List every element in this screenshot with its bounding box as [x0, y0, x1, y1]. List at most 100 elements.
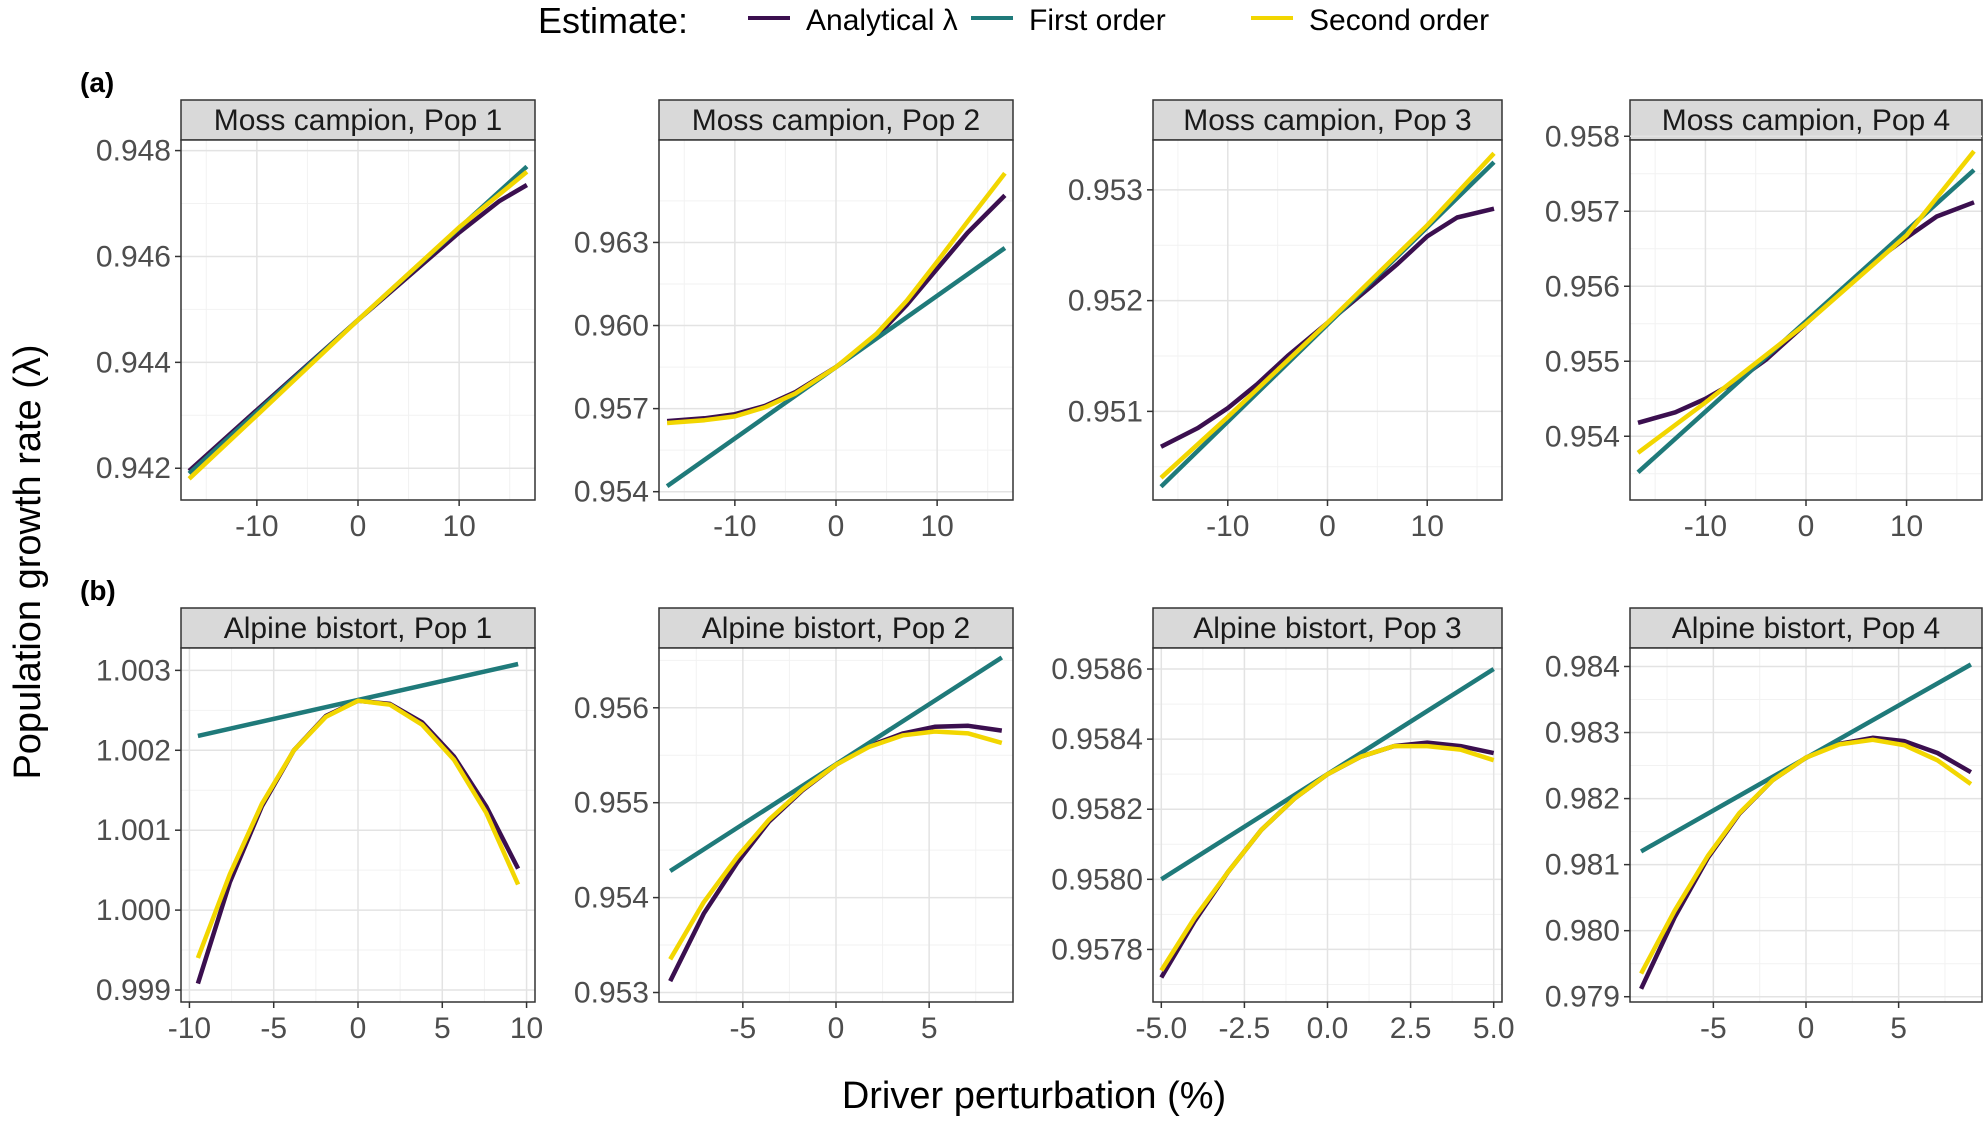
y-tick-label: 0.999: [96, 974, 171, 1007]
legend-label-first-order: First order: [1029, 4, 1166, 37]
x-tick-label: -10: [713, 510, 756, 543]
series-line-second-order: [1636, 149, 1976, 455]
x-axis-title: Driver perturbation (%): [842, 1075, 1226, 1117]
row-tag-b: (b): [80, 575, 116, 606]
y-tick-label: 0.9580: [1051, 863, 1143, 896]
y-tick-label: 0.957: [574, 393, 649, 426]
y-tick-label: 0.963: [574, 226, 649, 259]
strip-moss-campion-pop-2: [658, 99, 1014, 141]
x-tick-label: -5: [260, 1012, 287, 1045]
x-tick-label: 5: [1890, 1012, 1907, 1045]
panel-alpine-bistort-pop-1: Alpine bistort, Pop 1 -10 -5 0 5 10 0.999 1.000…: [96, 607, 543, 1045]
strip-label: Moss campion, Pop 1: [214, 104, 502, 137]
y-tick-label: 0.956: [1545, 270, 1620, 303]
series-line-second-order: [668, 729, 1003, 961]
strip-label: Alpine bistort, Pop 4: [1672, 612, 1941, 645]
y-tick-label: 0.951: [1068, 395, 1143, 428]
strip-label: Alpine bistort, Pop 1: [224, 612, 493, 645]
y-tick-label: 0.944: [96, 346, 171, 379]
y-tick-label: 1.002: [96, 734, 171, 767]
x-tick-label: -2.5: [1219, 1012, 1271, 1045]
x-tick-label: -5: [729, 1012, 756, 1045]
y-tick-label: 0.954: [574, 882, 649, 915]
x-tick-label: -10: [168, 1012, 211, 1045]
y-tick-label: 1.003: [96, 654, 171, 687]
y-tick-label: 0.957: [1545, 195, 1620, 228]
x-tick-label: -5.0: [1135, 1012, 1187, 1045]
row-tag-a: (a): [80, 67, 114, 98]
y-tick-label: 0.955: [574, 787, 649, 820]
y-tick-label: 0.954: [574, 476, 649, 509]
strip-moss-campion-pop-3: [1152, 99, 1503, 141]
x-tick-label: 0: [350, 1012, 367, 1045]
x-tick-label: 10: [510, 1012, 543, 1045]
strip-label: Moss campion, Pop 2: [692, 104, 980, 137]
x-tick-label: 10: [920, 510, 953, 543]
y-tick-label: 0.956: [574, 692, 649, 725]
series-line-second-order: [666, 171, 1007, 426]
series-line-second-order: [195, 698, 521, 959]
x-tick-label: 5: [921, 1012, 938, 1045]
strip-label: Alpine bistort, Pop 3: [1193, 612, 1462, 645]
y-tick-label: 0.958: [1545, 120, 1620, 153]
y-tick-label: 0.953: [574, 977, 649, 1010]
x-tick-label: -10: [1684, 510, 1727, 543]
strip-alpine-bistort-pop-2: [658, 607, 1014, 649]
series-line-second-order: [187, 170, 529, 481]
strip-alpine-bistort-pop-4: [1629, 607, 1983, 649]
y-tick-label: 1.001: [96, 814, 171, 847]
x-tick-label: 0.0: [1307, 1012, 1349, 1045]
strip-moss-campion-pop-4: [1629, 99, 1983, 141]
y-tick-label: 0.980: [1545, 915, 1620, 948]
y-tick-label: 0.983: [1545, 717, 1620, 750]
y-tick-label: 0.953: [1068, 174, 1143, 207]
x-tick-label: -10: [1206, 510, 1249, 543]
panel-alpine-bistort-pop-4: Alpine bistort, Pop 4 -5 0 5 0.979 0.980 0.981…: [1545, 607, 1983, 1045]
facet-panels: Moss campion, Pop 1 -10 0 10 0.942 0.944 0.946…: [96, 99, 1983, 1045]
y-tick-label: 0.9584: [1051, 723, 1143, 756]
panel-alpine-bistort-pop-2: Alpine bistort, Pop 2 -5 0 5 0.953 0.954 0.955…: [574, 607, 1014, 1045]
y-tick-label: 0.981: [1545, 849, 1620, 882]
y-tick-label: 0.952: [1068, 285, 1143, 318]
panel-moss-campion-pop-2: Moss campion, Pop 2 -10 0 10 0.954 0.957 0.960…: [574, 99, 1014, 543]
series-line-second-order: [1159, 743, 1495, 972]
legend-label-analytical: Analytical λ: [806, 4, 958, 37]
series-line-second-order: [1159, 151, 1496, 480]
x-tick-label: 0: [828, 510, 845, 543]
y-tick-label: 1.000: [96, 894, 171, 927]
x-tick-label: 0: [350, 510, 367, 543]
y-tick-label: 0.984: [1545, 650, 1620, 683]
y-tick-label: 0.960: [574, 310, 649, 343]
y-tick-label: 0.954: [1545, 420, 1620, 453]
strip-moss-campion-pop-1: [180, 99, 536, 141]
y-tick-label: 0.942: [96, 452, 171, 485]
panel-moss-campion-pop-4: Moss campion, Pop 4 -10 0 10 0.954 0.955 0.956…: [1545, 99, 1983, 543]
x-tick-label: -5: [1700, 1012, 1727, 1045]
y-tick-label: 0.946: [96, 240, 171, 273]
x-tick-label: -10: [235, 510, 278, 543]
x-tick-label: 10: [1890, 510, 1923, 543]
legend: Estimate: Analytical λ First order Secon…: [538, 0, 1489, 41]
y-tick-label: 0.982: [1545, 783, 1620, 816]
x-tick-label: 0: [1798, 510, 1815, 543]
x-tick-label: 0: [1319, 510, 1336, 543]
strip-label: Alpine bistort, Pop 2: [702, 612, 971, 645]
y-tick-label: 0.9582: [1051, 793, 1143, 826]
x-tick-label: 0: [828, 1012, 845, 1045]
y-axis-title: Population growth rate (λ): [7, 344, 49, 779]
panel-moss-campion-pop-3: Moss campion, Pop 3 -10 0 10 0.951 0.952 0.953: [1068, 99, 1503, 543]
legend-label-second-order: Second order: [1309, 4, 1489, 37]
strip-label: Moss campion, Pop 4: [1662, 104, 1950, 137]
x-tick-label: 10: [1411, 510, 1444, 543]
x-tick-label: 10: [442, 510, 475, 543]
y-tick-label: 0.979: [1545, 981, 1620, 1014]
series-line-second-order: [1639, 737, 1973, 975]
y-tick-label: 0.9578: [1051, 933, 1143, 966]
y-tick-label: 0.9586: [1051, 653, 1143, 686]
y-tick-label: 0.955: [1545, 345, 1620, 378]
panel-moss-campion-pop-1: Moss campion, Pop 1 -10 0 10 0.942 0.944 0.946…: [96, 99, 536, 543]
x-tick-label: 5: [434, 1012, 451, 1045]
x-tick-label: 0: [1798, 1012, 1815, 1045]
legend-title: Estimate:: [538, 0, 688, 41]
